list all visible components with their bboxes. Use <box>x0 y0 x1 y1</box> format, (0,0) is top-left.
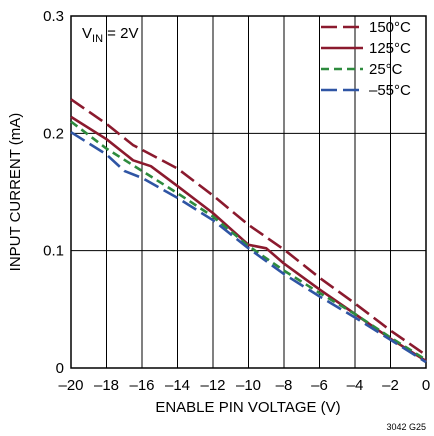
x-tick-label: –20 <box>58 377 83 394</box>
x-tick-label: –12 <box>200 377 225 394</box>
x-tick-label: –4 <box>347 377 364 394</box>
legend-label: 25°C <box>369 61 403 78</box>
legend-label: 150°C <box>369 19 411 36</box>
y-tick-labels: 0 0.1 0.2 0.3 <box>43 8 64 377</box>
series-line-0 <box>70 98 427 357</box>
legend-label: –55°C <box>369 82 411 99</box>
x-tick-label: –18 <box>94 377 119 394</box>
grid <box>71 16 426 368</box>
x-tick-label: –10 <box>236 377 261 394</box>
legend: 150°C 125°C 25°C –55°C <box>321 19 411 99</box>
y-axis-title: INPUT CURRENT (mA) <box>7 113 24 272</box>
y-tick-label: 0.1 <box>43 243 64 260</box>
series-line-3 <box>70 131 427 364</box>
x-tick-label: –8 <box>276 377 293 394</box>
x-tick-label: –6 <box>311 377 328 394</box>
y-tick-label: 0.2 <box>43 125 64 142</box>
y-tick-label: 0.3 <box>43 8 64 25</box>
x-tick-labels: –20 –18 –16 –14 –12 –10 –8 –6 –4 –2 0 <box>58 377 430 394</box>
vin-annotation: VIN = 2V <box>82 25 138 45</box>
x-tick-label: –2 <box>382 377 399 394</box>
y-tick-label: 0 <box>56 360 64 377</box>
series-lines <box>70 98 427 364</box>
legend-label: 125°C <box>369 40 411 57</box>
figure-code: 3042 G25 <box>386 422 426 432</box>
x-tick-label: –16 <box>129 377 154 394</box>
x-axis-title: ENABLE PIN VOLTAGE (V) <box>155 399 340 416</box>
x-tick-label: 0 <box>422 377 430 394</box>
series-line-2 <box>70 120 427 361</box>
plot-frame <box>70 15 427 369</box>
x-tick-label: –14 <box>165 377 190 394</box>
